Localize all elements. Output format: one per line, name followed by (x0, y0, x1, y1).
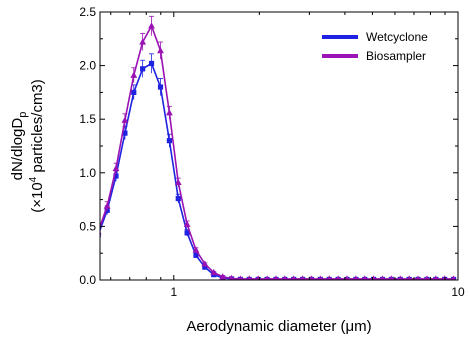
biosampler-point (246, 275, 252, 280)
axes: 0.0 0.5 1.0 1.5 2.0 2.5 1 10 (79, 5, 465, 299)
wetcyclone-point (184, 230, 190, 236)
biosampler-point (112, 164, 120, 172)
x-tick-label: 10 (451, 285, 465, 299)
biosampler-point (174, 178, 182, 186)
biosampler-point (406, 275, 412, 280)
biosampler-point (210, 268, 218, 276)
biosampler-point (344, 275, 350, 280)
legend: Wetcyclone Biosampler (322, 30, 428, 63)
biosampler-point (264, 275, 270, 280)
biosampler-point (183, 220, 191, 227)
y-tick-label: 0.5 (79, 219, 96, 233)
y-axis-title-sup: 4 (28, 176, 39, 182)
x-tick-label: 1 (170, 285, 177, 299)
biosampler-point (228, 274, 235, 280)
biosampler-point (362, 275, 368, 280)
plot-area (100, 15, 457, 280)
y-axis-title-main: dN/dlogD (9, 118, 26, 181)
wetcyclone-point (175, 195, 181, 202)
y-tick-label: 2.0 (79, 59, 96, 73)
wetcyclone-point (166, 138, 172, 144)
biosampler-point (148, 22, 155, 29)
y-tick-label: 0.0 (79, 273, 96, 287)
biosampler-point (130, 71, 138, 78)
biosampler-point (433, 275, 439, 280)
y-tick-label: 1.0 (79, 166, 96, 180)
x-axis-title: Aerodynamic diameter (μm) (186, 318, 371, 335)
biosampler-point (451, 275, 457, 280)
biosampler-point (139, 38, 147, 45)
wetcyclone-point (113, 173, 119, 179)
wetcyclone-point (131, 89, 137, 95)
biosampler-point (379, 275, 386, 280)
biosampler-point (335, 275, 341, 280)
biosampler-point (282, 275, 288, 280)
biosampler-point (103, 202, 111, 209)
wetcyclone-point (157, 84, 164, 90)
biosampler-point (388, 275, 394, 280)
biosampler-point (397, 275, 403, 280)
y-axis-title-line2: (×104 particles/cm3) (28, 79, 46, 213)
biosampler-point (165, 109, 173, 116)
y-axis-title-suffix: particles/cm3) (29, 79, 46, 177)
y-axis-title-prefix: (×10 (29, 182, 46, 212)
legend-label-biosampler: Biosampler (366, 49, 426, 63)
y-tick-label: 2.5 (79, 5, 96, 19)
y-tick-label: 1.5 (79, 112, 96, 126)
y-axis-title-line1: dN/dlogDp (9, 112, 29, 181)
biosampler-point (273, 275, 279, 280)
biosampler-point (353, 275, 359, 280)
biosampler-point (424, 275, 430, 280)
wetcyclone-point (122, 130, 128, 136)
wetcyclone-point (202, 264, 208, 270)
wetcyclone-point (140, 66, 146, 72)
biosampler-point (192, 246, 200, 253)
wetcyclone-point (148, 60, 155, 67)
y-axis-title-sub: p (17, 112, 29, 118)
biosampler-point (121, 116, 129, 123)
biosampler-point (237, 275, 243, 280)
biosampler-point (219, 273, 227, 280)
legend-label-wetcyclone: Wetcyclone (366, 30, 428, 44)
series-biosampler (100, 15, 457, 280)
biosampler-point (308, 275, 315, 280)
biosampler-point (300, 275, 306, 280)
biosampler-point (157, 46, 164, 54)
biosampler-point (415, 275, 421, 280)
biosampler-point (326, 275, 332, 280)
plot-clipped (100, 15, 457, 280)
biosampler-point (201, 260, 209, 267)
biosampler-point (317, 275, 323, 280)
biosampler-point (291, 275, 297, 280)
wetcyclone-point (193, 252, 199, 258)
